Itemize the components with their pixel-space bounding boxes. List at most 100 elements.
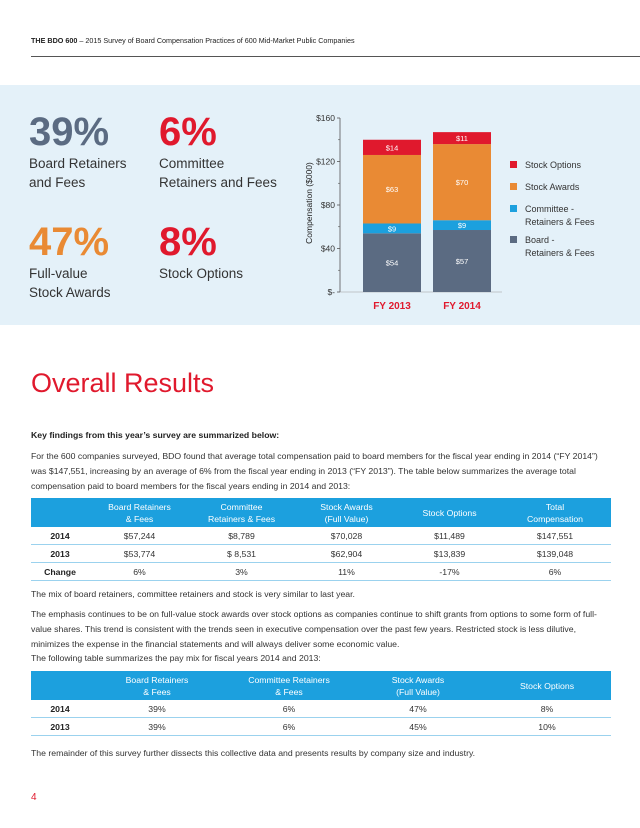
- column-header: Stock Awards (Full Value): [353, 671, 483, 700]
- page-title: Overall Results: [31, 368, 215, 398]
- data-label: $54: [386, 259, 399, 268]
- data-label: $70: [456, 178, 469, 187]
- legend-swatch: [510, 161, 517, 168]
- table-row: 2013 $53,774 $ 8,531 $62,904 $13,839 $139,048: [31, 544, 611, 563]
- column-header: Stock Options: [483, 671, 611, 700]
- bar-segment: [363, 154, 421, 224]
- legend-label: Stock Options: [525, 160, 582, 170]
- table-cell: $8,789: [190, 527, 293, 545]
- column-header-line2: & Fees: [125, 513, 154, 524]
- bar-segment: [433, 132, 491, 145]
- stat-label-line2: Retainers and Fees: [159, 175, 277, 190]
- column-header-line2: & Fees: [275, 686, 303, 697]
- stat-label-line2: and Fees: [29, 175, 86, 190]
- stat-label-line1: Board Retainers: [29, 156, 127, 171]
- bar-segment: [363, 233, 421, 292]
- table-header-row: Board Retainers & Fees Committee Retainers …: [31, 498, 611, 527]
- x-category-label: FY 2014: [443, 301, 481, 312]
- column-header: Committee Retainers & Fees: [190, 498, 293, 527]
- table-cell: 6%: [225, 717, 353, 736]
- header-divider: [31, 56, 640, 57]
- table-row: 2014 39% 6% 47% 8%: [31, 700, 611, 718]
- paragraph-remainder: The remainder of this survey further dis…: [31, 748, 476, 758]
- column-header-line2: Retainers & Fees: [207, 513, 276, 524]
- summary-band: [0, 85, 640, 325]
- paragraph-intro: For the 600 companies surveyed, BDO foun…: [31, 451, 598, 491]
- bar-segment: [433, 220, 491, 231]
- table-cell: 45%: [353, 717, 483, 736]
- stat-label-line1: Full-value: [29, 266, 88, 281]
- stat-label-line1: Stock Options: [159, 266, 244, 281]
- stat-full-value-stock: 47% Full-value Stock Awards: [29, 222, 111, 302]
- y-tick-label: $120: [316, 157, 335, 167]
- stat-value: 6%: [159, 110, 217, 154]
- page-number: 4: [31, 792, 37, 803]
- column-header: [31, 671, 89, 700]
- table-cell: 11%: [293, 562, 400, 581]
- stat-value: 39%: [29, 110, 110, 154]
- legend-label: Board -: [525, 235, 555, 245]
- table-cell: $57,244: [89, 527, 190, 545]
- data-label: $11: [456, 134, 468, 143]
- column-header-line1: Committee Retainers: [248, 674, 330, 685]
- column-header-line2: & Fees: [143, 686, 171, 697]
- table-cell: $62,904: [293, 544, 400, 563]
- legend-label: Retainers & Fees: [525, 248, 595, 258]
- table-cell: 47%: [353, 700, 483, 718]
- column-header: Board Retainers & Fees: [89, 498, 190, 527]
- column-header: Stock Awards (Full Value): [293, 498, 400, 527]
- paragraph-mix-similar: The mix of board retainers, committee re…: [31, 589, 355, 599]
- data-label: $57: [456, 257, 469, 266]
- y-tick-label: $160: [316, 113, 335, 123]
- column-header: Stock Options: [400, 498, 499, 527]
- key-findings-heading: Key findings from this year’s survey are…: [31, 430, 280, 440]
- row-header-cell: 2013: [31, 544, 89, 563]
- legend-swatch: [510, 183, 517, 190]
- bar-segment: [363, 223, 421, 234]
- table-cell: 6%: [499, 562, 611, 581]
- table-cell: 3%: [190, 562, 293, 581]
- column-header: Board Retainers & Fees: [89, 671, 225, 700]
- legend-label: Committee -: [525, 204, 574, 214]
- table-cell: $ 8,531: [190, 544, 293, 563]
- table-row: 2014 $57,244 $8,789 $70,028 $11,489 $147,551: [31, 527, 611, 545]
- stat-label-line1: Committee: [159, 156, 225, 171]
- stat-stock-options: 8% Stock Options: [159, 222, 243, 283]
- table-cell: $70,028: [293, 527, 400, 545]
- paragraph-pay-mix-intro: The following table summarizes the pay m…: [31, 653, 321, 663]
- data-label: $14: [386, 143, 399, 152]
- stat-board-retainers: 39% Board Retainers and Fees: [29, 112, 127, 192]
- column-header-line1: Committee: [220, 501, 263, 512]
- table-cell: -17%: [400, 562, 499, 581]
- pay-mix-table: Board Retainers & Fees Committee Retainers…: [31, 671, 611, 736]
- column-header-line1: Stock Awards: [320, 501, 373, 512]
- table-cell: $13,839: [400, 544, 499, 563]
- table-cell: 6%: [225, 700, 353, 718]
- column-header: Committee Retainers & Fees: [225, 671, 353, 700]
- table-cell: 10%: [483, 717, 611, 736]
- column-header-line2: (Full Value): [396, 686, 440, 697]
- running-header: THE BDO 600 – 2015 Survey of Board Compe…: [31, 36, 355, 45]
- y-axis-label: Compensation ($000): [304, 162, 314, 244]
- row-header-cell: 2013: [31, 717, 89, 736]
- table-row: Change 6% 3% 11% -17% 6%: [31, 562, 611, 581]
- y-tick-label: $40: [321, 244, 335, 254]
- row-header-cell: 2014: [31, 527, 89, 545]
- y-tick-label: $-: [327, 287, 335, 297]
- column-header-line1: Stock Options: [422, 507, 477, 518]
- column-header: [31, 498, 89, 527]
- table-cell: 39%: [89, 717, 225, 736]
- bar-segment: [363, 139, 421, 155]
- table-row: 2013 39% 6% 45% 10%: [31, 717, 611, 736]
- bar-segment: [433, 230, 491, 292]
- column-header-line2: Compensation: [526, 513, 584, 524]
- x-category-label: FY 2013: [373, 301, 411, 312]
- bar-segment: [433, 144, 491, 221]
- paragraph-emphasis: The emphasis continues to be on full-val…: [31, 609, 597, 649]
- compensation-stacked-bar-chart: Compensation ($000) $- $40 $80 $120 $160 $54 $…: [304, 113, 595, 312]
- legend-swatch: [510, 236, 517, 243]
- data-label: $63: [386, 185, 399, 194]
- column-header-line2: (Full Value): [324, 513, 369, 524]
- column-header: Total Compensation: [499, 498, 611, 527]
- table-cell: $11,489: [400, 527, 499, 545]
